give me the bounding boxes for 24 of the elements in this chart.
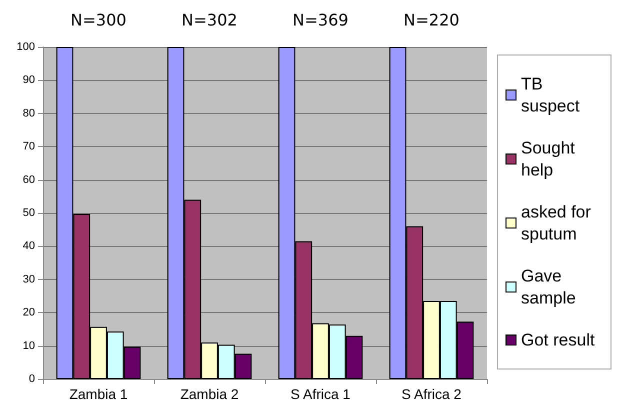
x-tick-label: Zambia 2 — [180, 386, 239, 402]
text: N=369 — [292, 10, 348, 30]
y-tick-label: 10 — [22, 340, 35, 352]
legend-label: asked for sputum — [521, 202, 596, 244]
text: N=220 — [404, 10, 460, 30]
text: N=300 — [70, 10, 126, 30]
y-tick-label: 90 — [22, 74, 35, 86]
legend-label: Got result — [521, 330, 595, 350]
x-tick-label: S Africa 1 — [290, 386, 351, 402]
legend-label: Sought help — [521, 138, 580, 180]
y-tick-label: 100 — [16, 41, 35, 53]
y-tick-label: 0 — [28, 373, 35, 385]
y-tick-label: 20 — [22, 306, 35, 319]
legend-label: Gave sample — [521, 266, 576, 308]
x-tick-label: S Africa 2 — [402, 386, 462, 402]
text: N=302 — [182, 10, 238, 30]
y-tick-label: 50 — [22, 207, 35, 219]
y-tick-label: 60 — [22, 174, 35, 186]
y-tick-label: 40 — [22, 240, 35, 252]
y-tick-label: 80 — [22, 107, 35, 120]
x-tick-label: Zambia 1 — [69, 386, 128, 402]
legend-label: TB suspect — [521, 74, 580, 116]
y-tick-label: 30 — [22, 273, 35, 286]
y-tick-label: 70 — [22, 140, 35, 153]
